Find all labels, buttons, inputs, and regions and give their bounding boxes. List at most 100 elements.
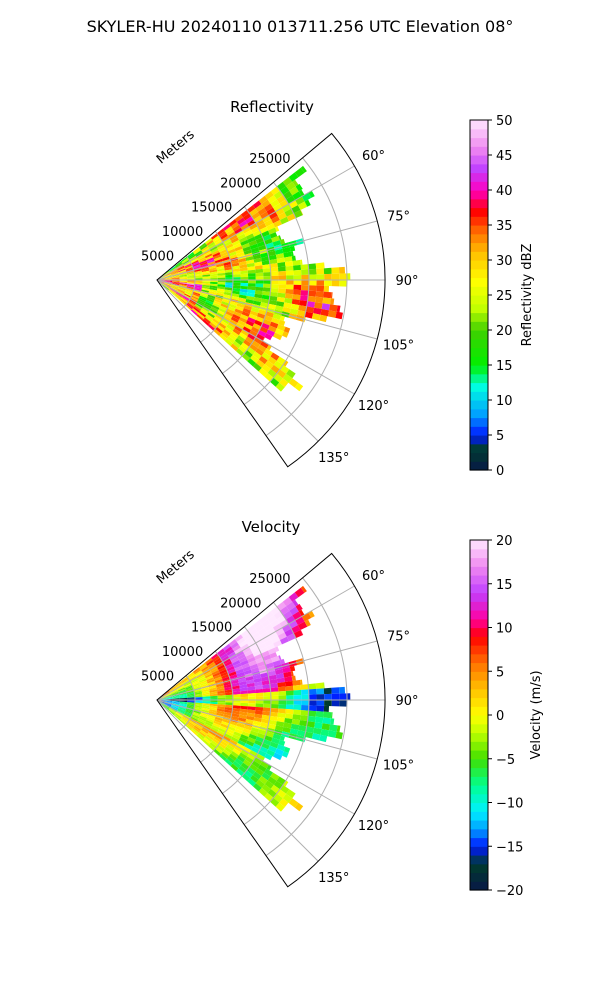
field-cell xyxy=(293,210,303,219)
colorbar-segment xyxy=(470,198,488,209)
colorbar-segment xyxy=(470,837,488,847)
field-cell xyxy=(232,285,241,289)
field-cell xyxy=(230,237,239,244)
field-cell xyxy=(228,639,237,647)
field-cell xyxy=(270,280,279,285)
field-cell xyxy=(235,725,244,732)
field-cell xyxy=(255,767,265,776)
field-cell xyxy=(235,742,245,750)
field-cell xyxy=(178,690,187,694)
field-cell xyxy=(283,671,292,678)
field-cell xyxy=(210,280,218,283)
field-cell xyxy=(188,300,196,306)
field-cell xyxy=(222,735,231,742)
field-cell xyxy=(267,250,276,257)
field-cell xyxy=(301,700,309,706)
field-cell xyxy=(277,262,286,268)
field-cell xyxy=(222,315,231,322)
field-cell xyxy=(224,746,233,754)
field-cell xyxy=(229,234,238,241)
field-cell xyxy=(236,348,245,357)
field-cell xyxy=(185,685,193,690)
field-cell xyxy=(247,219,256,227)
field-cell xyxy=(189,257,198,263)
field-cell xyxy=(240,734,249,741)
field-cell xyxy=(206,257,215,262)
field-cell xyxy=(178,707,186,711)
field-cell xyxy=(301,274,309,280)
field-cell xyxy=(214,716,223,722)
field-cell xyxy=(179,697,188,700)
field-cell xyxy=(205,719,214,725)
field-cell xyxy=(229,319,238,326)
field-cell xyxy=(240,239,249,246)
field-cell xyxy=(201,270,210,274)
field-cell xyxy=(236,217,246,225)
field-cell xyxy=(217,700,226,703)
field-cell xyxy=(225,700,233,703)
field-cell xyxy=(222,329,231,337)
field-cell xyxy=(253,363,262,372)
field-cell xyxy=(193,287,202,292)
field-cell xyxy=(298,305,307,312)
field-cell xyxy=(174,713,182,719)
field-cell xyxy=(281,751,289,758)
field-cell xyxy=(279,798,289,808)
field-cell xyxy=(216,708,225,712)
field-cell xyxy=(291,675,296,681)
field-cell xyxy=(261,784,271,793)
field-cell xyxy=(254,290,263,295)
field-cell xyxy=(301,705,309,711)
field-cell xyxy=(248,660,257,667)
field-cell xyxy=(244,230,253,237)
field-cell xyxy=(193,290,201,295)
field-cell xyxy=(255,779,265,788)
field-cell xyxy=(168,265,176,272)
field-cell xyxy=(247,709,256,714)
field-cell xyxy=(214,258,223,264)
field-cell xyxy=(163,704,170,709)
field-cell xyxy=(260,340,269,349)
field-cell xyxy=(279,658,286,665)
field-cell xyxy=(209,709,217,713)
field-cell xyxy=(225,310,234,317)
field-cell xyxy=(291,255,296,261)
field-cell xyxy=(320,729,330,737)
field-cell xyxy=(275,627,285,636)
field-cell xyxy=(245,740,255,747)
field-cell xyxy=(283,251,292,258)
field-cell xyxy=(218,230,227,238)
field-cell xyxy=(282,246,291,254)
field-cell xyxy=(205,675,214,681)
colorbar-tick-label: 45 xyxy=(496,149,513,164)
field-cell xyxy=(269,711,278,717)
field-cell xyxy=(315,291,324,298)
field-cell xyxy=(264,780,274,789)
field-cell xyxy=(224,646,233,654)
field-cell xyxy=(268,674,277,681)
field-cell xyxy=(292,679,301,686)
field-cell xyxy=(180,256,188,263)
field-cell xyxy=(205,255,214,261)
colorbar-segment xyxy=(470,706,488,716)
field-cell xyxy=(173,714,181,721)
radial-tick-label: 5000 xyxy=(141,250,174,265)
field-cell xyxy=(217,272,226,276)
field-cell xyxy=(220,320,228,327)
field-cell xyxy=(250,646,260,654)
field-cell xyxy=(261,772,271,781)
colorbar-segment xyxy=(470,828,488,839)
field-cell xyxy=(198,311,207,318)
field-cell xyxy=(221,318,230,325)
field-cell xyxy=(200,712,209,717)
field-cell xyxy=(219,725,228,731)
field-cell xyxy=(240,643,250,651)
field-cell xyxy=(223,264,232,269)
field-cell xyxy=(276,615,286,624)
field-cell xyxy=(300,290,309,296)
field-cell xyxy=(162,284,169,291)
velocity-colorbar-label: Velocity (m/s) xyxy=(529,670,544,759)
field-cell xyxy=(202,703,211,706)
field-cell xyxy=(232,660,241,666)
field-cell xyxy=(183,713,192,718)
